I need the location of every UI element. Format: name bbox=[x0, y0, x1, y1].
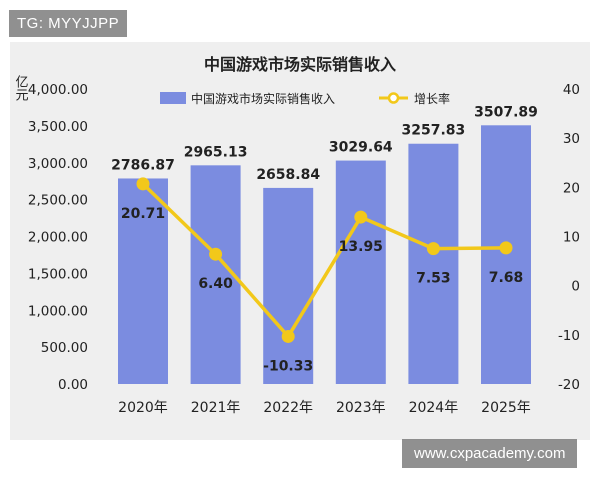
right-tick-label: 20 bbox=[563, 180, 580, 196]
right-tick-label: 40 bbox=[563, 82, 580, 98]
left-tick-label: 2,000.00 bbox=[28, 230, 88, 246]
left-tick-label: 500.00 bbox=[41, 340, 88, 356]
right-tick-label: -20 bbox=[558, 377, 580, 393]
growth-point bbox=[209, 247, 223, 261]
growth-value-label: 20.71 bbox=[121, 206, 165, 222]
growth-value-label: 7.53 bbox=[416, 271, 451, 287]
x-tick-label: 2020年 bbox=[118, 400, 168, 416]
x-tick-label: 2021年 bbox=[191, 400, 241, 416]
left-tick-label: 3,000.00 bbox=[28, 156, 88, 172]
legend-bar-label: 中国游戏市场实际销售收入 bbox=[191, 91, 335, 106]
bar-value-label: 3257.83 bbox=[402, 123, 466, 139]
growth-value-label: 13.95 bbox=[339, 239, 383, 255]
legend-bar-swatch bbox=[160, 92, 186, 104]
left-tick-label: 0.00 bbox=[58, 377, 88, 393]
x-tick-label: 2023年 bbox=[336, 400, 386, 416]
bar-value-label: 2658.84 bbox=[256, 167, 320, 183]
growth-line-layer bbox=[136, 177, 513, 343]
right-tick-label: 10 bbox=[563, 230, 580, 246]
left-tick-label: 1,500.00 bbox=[28, 266, 88, 282]
bar bbox=[408, 143, 459, 384]
growth-point bbox=[136, 177, 150, 191]
bar bbox=[481, 125, 531, 384]
left-tick-label: 4,000.00 bbox=[28, 82, 88, 98]
right-tick-label: 0 bbox=[571, 279, 580, 295]
watermark-top: TG: MYYJJPP bbox=[9, 10, 128, 37]
growth-point bbox=[499, 241, 513, 255]
legend-line-marker bbox=[387, 92, 400, 104]
growth-point bbox=[354, 210, 368, 224]
growth-line bbox=[141, 182, 507, 339]
bar-value-labels: 2786.87 2965.13 2658.84 3029.64 3257.83 3507.… bbox=[111, 104, 538, 183]
legend: 中国游戏市场实际销售收入 增长率 bbox=[160, 91, 450, 106]
bar-value-label: 2786.87 bbox=[111, 157, 175, 173]
growth-value-label: -10.33 bbox=[263, 358, 313, 374]
growth-value-label: 6.40 bbox=[198, 276, 233, 292]
bar bbox=[335, 160, 386, 384]
left-axis-ticks: 0.00 500.00 1,000.00 1,500.00 2,000.00 2,500.… bbox=[28, 82, 88, 393]
x-axis-labels: 2020年 2021年 2022年 2023年 2024年 2025年 bbox=[118, 400, 531, 416]
bar bbox=[118, 178, 168, 384]
left-tick-label: 2,500.00 bbox=[28, 193, 88, 209]
growth-point bbox=[426, 242, 440, 256]
growth-point bbox=[281, 329, 295, 343]
bar bbox=[263, 187, 314, 384]
bar-value-label: 3507.89 bbox=[474, 104, 538, 120]
chart-title: 中国游戏市场实际销售收入 bbox=[204, 55, 396, 74]
right-tick-label: 30 bbox=[563, 131, 580, 147]
x-tick-label: 2022年 bbox=[263, 400, 313, 416]
watermark-bottom: www.cxpacademy.com bbox=[402, 439, 578, 468]
x-tick-label: 2025年 bbox=[481, 400, 531, 416]
x-tick-label: 2024年 bbox=[409, 400, 459, 416]
growth-value-labels: 20.71 6.40 -10.33 13.95 7.53 7.68 bbox=[121, 206, 523, 375]
growth-value-label: 7.68 bbox=[489, 270, 524, 286]
bar-value-label: 2965.13 bbox=[184, 144, 248, 160]
left-tick-label: 1,000.00 bbox=[28, 303, 88, 319]
y-axis-title: 亿元 bbox=[13, 75, 29, 102]
right-tick-label: -10 bbox=[558, 328, 580, 344]
legend-line-label: 增长率 bbox=[414, 91, 450, 106]
left-tick-label: 3,500.00 bbox=[28, 119, 88, 135]
bar-value-label: 3029.64 bbox=[329, 140, 393, 156]
right-axis-ticks: -20 -10 0 10 20 30 40 bbox=[558, 82, 580, 393]
